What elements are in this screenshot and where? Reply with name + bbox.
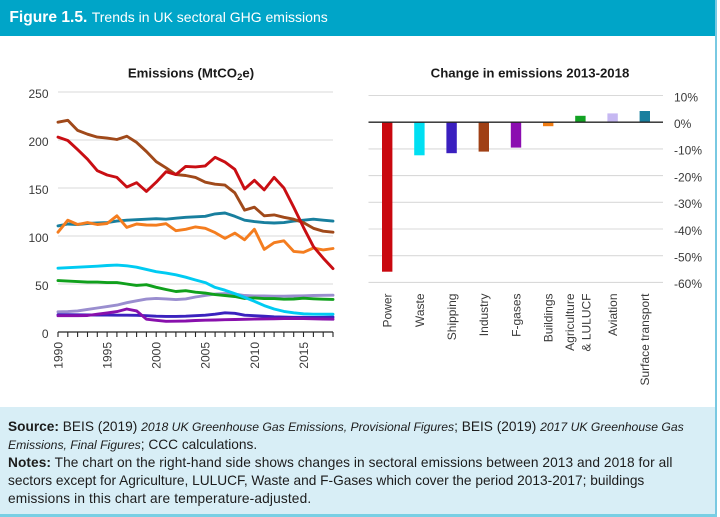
svg-text:1990: 1990 [51, 342, 65, 369]
svg-text:2000: 2000 [150, 342, 164, 369]
svg-text:Change in emissions 2013-2018: Change in emissions 2013-2018 [431, 66, 630, 81]
svg-text:0%: 0% [674, 117, 692, 131]
svg-text:50: 50 [35, 279, 49, 293]
svg-text:Industry: Industry [477, 294, 491, 337]
svg-text:Buildings: Buildings [542, 294, 556, 343]
svg-text:-30%: -30% [674, 197, 702, 211]
svg-text:Aviation: Aviation [606, 294, 620, 336]
svg-text:2015: 2015 [297, 342, 311, 369]
svg-text:250: 250 [28, 87, 48, 101]
svg-text:150: 150 [28, 183, 48, 197]
svg-text:-40%: -40% [674, 224, 702, 238]
svg-text:-10%: -10% [674, 144, 702, 158]
svg-text:2010: 2010 [248, 342, 262, 369]
svg-text:& LULUCF: & LULUCF [579, 294, 593, 352]
svg-text:Waste: Waste [413, 293, 427, 327]
svg-text:-20%: -20% [674, 170, 702, 184]
svg-text:Shipping: Shipping [445, 294, 459, 341]
svg-text:100: 100 [28, 231, 48, 245]
svg-text:10%: 10% [674, 90, 698, 104]
svg-text:0: 0 [42, 327, 49, 341]
svg-text:Emissions (MtCO2e): Emissions (MtCO2e) [128, 66, 254, 84]
svg-text:1995: 1995 [101, 342, 115, 369]
svg-text:F-gases: F-gases [509, 294, 523, 337]
svg-text:2005: 2005 [199, 342, 213, 369]
svg-text:-60%: -60% [674, 277, 702, 291]
svg-text:200: 200 [28, 135, 48, 149]
svg-text:Surface transport: Surface transport [638, 293, 652, 386]
svg-text:Power: Power [381, 293, 395, 327]
svg-text:-50%: -50% [674, 251, 702, 265]
svg-text:Agriculture: Agriculture [563, 293, 577, 351]
